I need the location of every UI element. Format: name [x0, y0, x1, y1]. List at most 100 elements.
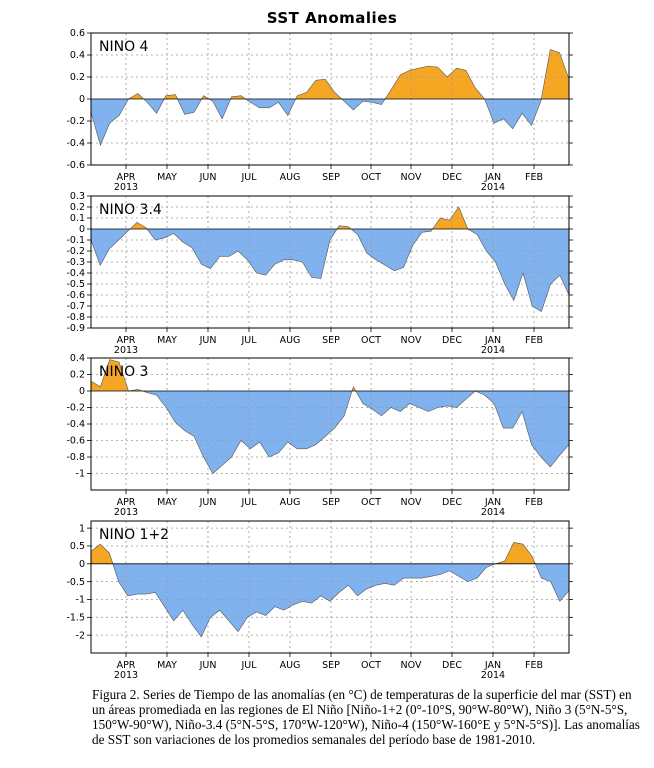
month-label: NOV [401, 660, 422, 671]
negative-anomaly-area [143, 99, 165, 114]
year-label: 2013 [114, 507, 138, 518]
region-label: NINO 4 [99, 39, 149, 55]
y-tick-label: -0.6 [66, 160, 85, 171]
month-label: JUN [199, 497, 217, 508]
positive-anomaly-area [91, 359, 143, 391]
panel-1: 0.30.20.10-0.1-0.2-0.3-0.4-0.5-0.6-0.7-0… [66, 191, 573, 356]
negative-anomaly-area [91, 99, 129, 146]
month-label: APR [117, 660, 136, 671]
y-tick-label: -1 [76, 469, 85, 480]
month-label: DEC [442, 335, 462, 346]
y-tick-label: 0.1 [70, 213, 85, 224]
month-label: JUN [199, 660, 217, 671]
y-tick-label: 0 [79, 224, 85, 235]
series-line [90, 49, 570, 147]
month-label: NOV [401, 335, 422, 346]
month-label: NOV [401, 172, 422, 183]
month-label: DEC [442, 172, 462, 183]
y-tick-label: 0.2 [70, 202, 85, 213]
region-label: NINO 3.4 [99, 202, 162, 218]
y-tick-label: -0.1 [66, 235, 85, 246]
month-label: MAY [157, 335, 177, 346]
series-line [90, 206, 570, 312]
y-tick-label: 0 [79, 559, 85, 570]
y-tick-label: -0.5 [66, 279, 85, 290]
y-tick-label: 0.2 [70, 370, 85, 381]
month-label: JUN [199, 172, 217, 183]
y-tick-label: -2 [76, 630, 85, 641]
month-label: FEB [525, 660, 543, 671]
y-tick-label: 0.4 [70, 353, 85, 364]
negative-anomaly-area [355, 391, 569, 467]
y-tick-label: 0 [79, 386, 85, 397]
month-label: SEP [322, 497, 340, 508]
plot-frame [90, 520, 570, 654]
figure-title: SST Anomalies [267, 9, 398, 27]
y-tick-label: -0.6 [66, 290, 85, 301]
negative-anomaly-area [209, 99, 231, 119]
month-label: JUL [240, 335, 257, 346]
month-label: FEB [525, 172, 543, 183]
y-tick-label: -0.4 [66, 268, 85, 279]
series-line [90, 542, 570, 638]
positive-anomaly-area [295, 79, 342, 99]
panel-3: 1 0.5 0 -0.5 -1 -1.5 -2 APR MAY JUN JUL AUG SEP OCT NO… [66, 520, 573, 681]
month-label: APR [117, 172, 136, 183]
year-label: 2014 [481, 670, 505, 681]
y-tick-label: 0.2 [70, 72, 85, 83]
month-label: OCT [361, 660, 381, 671]
month-label: SEP [322, 335, 340, 346]
year-label: 2014 [481, 182, 505, 193]
y-tick-label: -0.2 [66, 403, 85, 414]
negative-anomaly-area [177, 99, 202, 115]
month-label: FEB [525, 497, 543, 508]
month-label: AUG [280, 497, 301, 508]
y-tick-label: -0.9 [66, 323, 85, 334]
y-tick-label: -0.8 [66, 452, 85, 463]
y-tick-label: -0.2 [66, 116, 85, 127]
y-tick-label: -1.5 [66, 613, 85, 624]
month-label: AUG [280, 335, 301, 346]
negative-anomaly-area [112, 563, 496, 637]
positive-anomaly-area [130, 222, 147, 229]
month-label: MAY [157, 660, 177, 671]
year-label: 2013 [114, 670, 138, 681]
y-tick-label: -0.4 [66, 138, 85, 149]
negative-anomaly-area [467, 229, 569, 312]
positive-anomaly-area [432, 207, 468, 229]
month-label: NOV [401, 497, 422, 508]
negative-anomaly-area [351, 229, 433, 271]
y-tick-label: 0.4 [70, 50, 85, 61]
y-tick-label: 0.6 [70, 28, 85, 39]
month-label: JUL [240, 497, 257, 508]
panel-2: 0.4 0.2 0 -0.2 -0.4 -0.6 -0.8 -1 APR MAY JUN JUL AUG… [66, 353, 573, 518]
y-tick-label: -0.5 [66, 577, 85, 588]
negative-anomaly-area [341, 99, 386, 110]
month-label: OCT [361, 497, 381, 508]
month-label: JUN [199, 335, 217, 346]
month-label: JUL [240, 172, 257, 183]
negative-anomaly-area [142, 391, 353, 474]
month-label: JAN [484, 660, 501, 671]
y-tick-label: -0.8 [66, 312, 85, 323]
negative-anomaly-area [484, 99, 542, 129]
month-label: SEP [322, 660, 340, 671]
negative-anomaly-area [535, 563, 569, 602]
y-tick-label: -1 [76, 595, 85, 606]
panel-0: 0.6 0.4 0.2 0 -0.2 -0.4 -0.6 APR MAY JUN JUL AUG SEP… [66, 28, 573, 193]
y-tick-label: -0.7 [66, 301, 85, 312]
charts-svg: SST Anomalies 0.6 0.4 0.2 0 -0.2 -0.4 -0.6 APR M… [66, 9, 573, 681]
y-tick-label: 0.3 [70, 191, 85, 202]
region-label: NINO 1+2 [99, 527, 169, 543]
y-tick-label: 1 [79, 523, 85, 534]
y-tick-label: -0.2 [66, 246, 85, 257]
negative-anomaly-area [245, 99, 296, 116]
year-label: 2014 [481, 345, 505, 356]
month-label: DEC [442, 660, 462, 671]
y-tick-label: -0.6 [66, 436, 85, 447]
month-label: MAY [157, 172, 177, 183]
figure-caption: Figura 2. Series de Tiempo de las anomal… [92, 687, 640, 747]
positive-anomaly-area [337, 225, 351, 229]
month-label: APR [117, 497, 136, 508]
